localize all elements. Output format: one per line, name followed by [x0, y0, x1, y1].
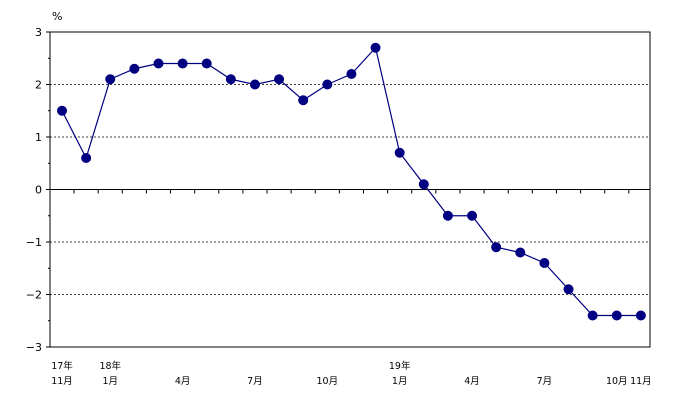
data-point — [370, 42, 381, 53]
data-point — [515, 247, 526, 258]
grid-lines — [50, 84, 650, 295]
series-group — [57, 42, 646, 321]
data-point — [274, 74, 285, 85]
y-axis: 3 2 1 0 −1 −2 −3 — [26, 26, 50, 354]
y-tick-label: −1 — [26, 236, 42, 249]
data-point — [635, 310, 646, 321]
data-point — [442, 210, 453, 221]
x-month-label: 4月 — [175, 376, 191, 387]
x-month-label: 11月 — [630, 376, 652, 387]
data-point — [249, 79, 260, 90]
data-point — [418, 179, 429, 190]
y-tick-label: 1 — [35, 131, 42, 144]
y-unit-label: % — [52, 10, 62, 23]
x-month-label: 1月 — [392, 376, 408, 387]
data-point — [322, 79, 333, 90]
x-year-label: 17年 — [51, 360, 73, 372]
data-point — [105, 74, 116, 85]
data-point — [81, 153, 92, 163]
x-month-label: 7月 — [537, 376, 553, 387]
x-year-label: 18年 — [99, 360, 121, 372]
plot-frame — [49, 31, 651, 348]
data-point — [298, 95, 309, 106]
x-year-label: 19年 — [389, 360, 411, 372]
data-point — [491, 242, 502, 253]
data-point — [346, 69, 357, 79]
x-month-label: 10月 — [606, 376, 628, 387]
x-month-label: 1月 — [102, 376, 118, 387]
data-point — [153, 58, 164, 69]
data-point — [394, 147, 405, 158]
x-month-label: 7月 — [247, 376, 263, 387]
data-point — [611, 310, 622, 321]
y-tick-label: 3 — [35, 26, 42, 39]
data-point — [563, 284, 574, 295]
y-tick-label: −3 — [26, 341, 42, 354]
data-point — [539, 258, 550, 268]
data-point — [467, 210, 478, 221]
x-month-label: 10月 — [317, 376, 339, 387]
data-point — [225, 74, 236, 85]
y-tick-label: 0 — [35, 184, 42, 197]
data-point — [201, 58, 212, 69]
data-point — [129, 63, 140, 74]
data-point — [587, 310, 598, 321]
data-point — [177, 58, 188, 69]
y-tick-label: 2 — [35, 79, 42, 92]
series-line — [61, 46, 641, 317]
x-month-label: 4月 — [464, 376, 480, 387]
y-tick-label: −2 — [26, 289, 42, 302]
x-month-label: 11月 — [51, 376, 73, 387]
data-point — [57, 105, 67, 116]
